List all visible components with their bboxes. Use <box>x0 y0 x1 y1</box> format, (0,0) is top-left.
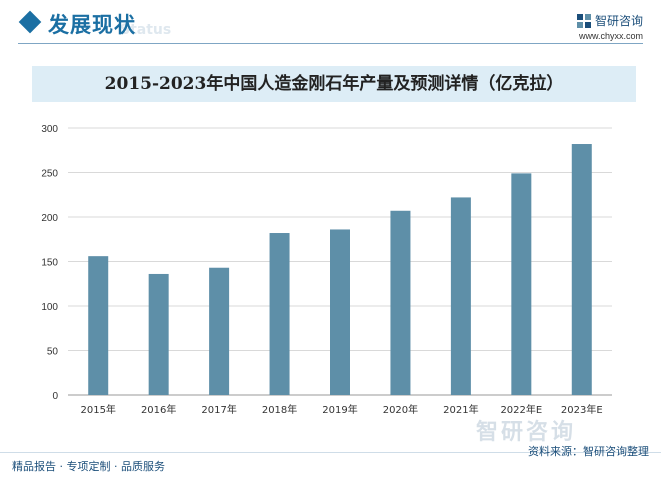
chart-title: 2015-2023年中国人造金刚石年产量及预测详情（亿克拉） <box>104 74 564 94</box>
x-tick-label: 2022年E <box>500 403 542 416</box>
bar <box>511 173 532 395</box>
y-tick-label: 300 <box>41 124 58 135</box>
x-tick-label: 2021年 <box>443 403 478 416</box>
y-tick-label: 0 <box>52 391 58 402</box>
source-note: 资料来源：智研咨询整理 <box>528 445 649 458</box>
y-tick-label: 50 <box>47 347 59 358</box>
brand-logo: 智研咨询 www.chyxx.com <box>576 12 643 41</box>
x-tick-label: 2015年 <box>80 403 115 416</box>
bar <box>390 210 411 395</box>
section-subtitle: Status <box>120 22 172 38</box>
bar <box>571 144 592 395</box>
header-divider <box>18 43 643 44</box>
footer-tagline: 精品报告 · 专项定制 · 品质服务 <box>12 460 165 473</box>
section-header: Status 发展现状 智研咨询 www.chyxx.com <box>0 0 661 56</box>
bar <box>450 197 471 395</box>
watermark-text: 智研咨询 <box>476 420 577 445</box>
bar <box>148 273 169 395</box>
brand-url: www.chyxx.com <box>578 31 643 41</box>
footer-divider <box>0 452 661 453</box>
x-tick-label: 2023年E <box>561 403 603 416</box>
x-tick-label: 2019年 <box>322 403 357 416</box>
brand-name: 智研咨询 <box>594 14 643 28</box>
y-tick-label: 200 <box>41 213 58 224</box>
brand-logo-icon <box>576 13 591 28</box>
bar <box>330 229 350 395</box>
y-tick-label: 150 <box>41 258 58 269</box>
x-tick-label: 2016年 <box>141 403 176 416</box>
x-tick-label: 2020年 <box>383 403 418 416</box>
section-title: 发展现状 <box>48 13 136 37</box>
bar <box>209 267 230 395</box>
x-tick-label: 2017年 <box>201 403 236 416</box>
bar <box>269 233 290 395</box>
bar <box>88 256 109 395</box>
y-tick-label: 100 <box>41 302 58 313</box>
y-tick-label: 250 <box>41 169 58 180</box>
x-tick-label: 2018年 <box>262 403 297 416</box>
chart-title-bar: 2015-2023年中国人造金刚石年产量及预测详情（亿克拉） <box>32 66 636 102</box>
